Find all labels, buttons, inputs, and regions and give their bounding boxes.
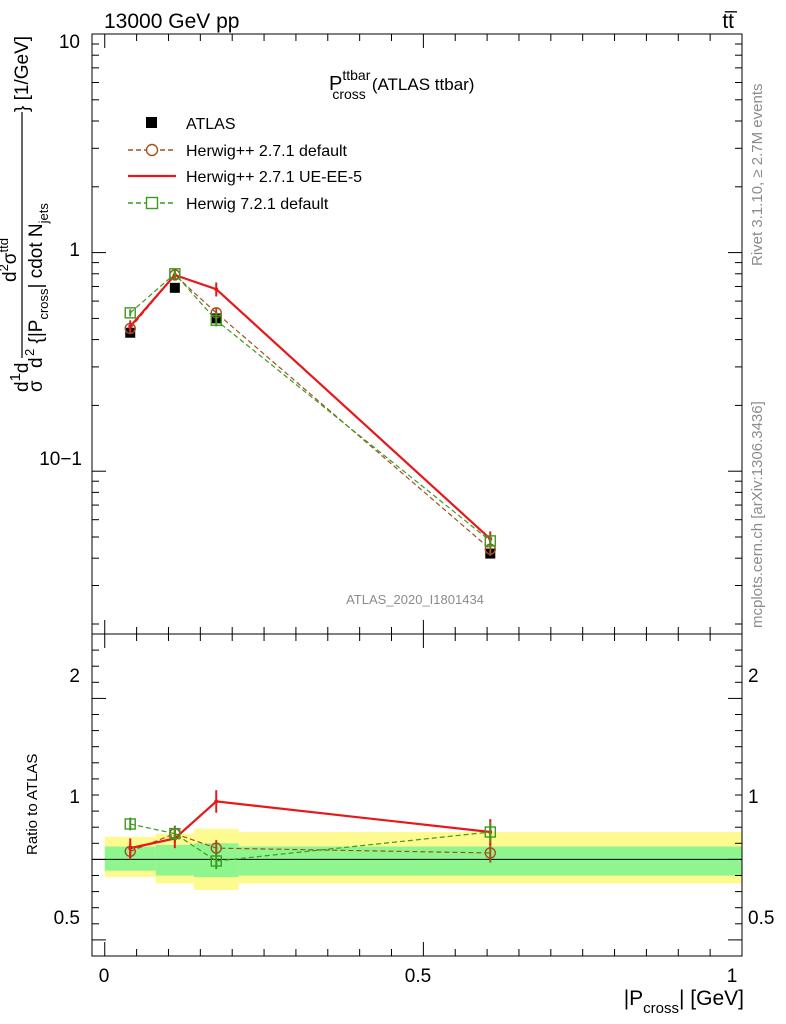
main-panel: Pttbar cross (ATLAS ttbar) ATLAS Herwig++ … <box>0 32 743 635</box>
main-series-lines <box>129 272 492 550</box>
svg-text:σ: σ <box>26 380 47 392</box>
ratio-frame <box>91 633 743 957</box>
ratio-series-line-2 <box>130 823 491 862</box>
ueee5-point <box>128 324 133 329</box>
legend-atlas-marker <box>146 117 157 128</box>
ratio-ytick-right-2: 2 <box>748 666 759 687</box>
ratio-ytick-right-1: 1 <box>748 787 759 808</box>
inner-band <box>155 844 194 876</box>
legend-ueee5-label: Herwig++ 2.7.1 UE-EE-5 <box>186 169 362 186</box>
ratio-ytick-label-0p5: 0.5 <box>54 908 80 929</box>
title-sub: cross <box>332 86 365 102</box>
atlas-data-point <box>169 282 180 293</box>
energy-label: 13000 GeV pp <box>104 10 239 33</box>
herwig7-point <box>210 314 222 327</box>
ratio-series-lines <box>130 800 491 862</box>
xlabel: |Pcross| [GeV] <box>624 987 744 1017</box>
xtick-label-1: 1 <box>727 966 738 987</box>
ratio-ueee5-point <box>214 799 219 804</box>
xlabel-pre: |P <box>624 987 643 1010</box>
ratio-herwig-default-point <box>484 847 496 859</box>
ratio-ytick-label-1: 1 <box>69 787 80 808</box>
ratio-series-line-1 <box>130 800 491 850</box>
main-series-line-2 <box>129 273 492 540</box>
ratio-ylabel: Ratio to ATLAS <box>24 754 41 855</box>
ratio-herwig7-point <box>169 827 181 840</box>
legend-herwig7-label: Herwig 7.2.1 default <box>186 196 329 213</box>
analysis-label: ATLAS_2020_I1801434 <box>346 592 484 607</box>
main-axis-ticks <box>92 33 743 634</box>
process-label: tt̅ <box>722 10 738 33</box>
xlabel-sub: cross <box>643 1000 679 1017</box>
ratio-series-marks <box>124 790 496 870</box>
ratio-ytick-label-2: 2 <box>69 666 80 687</box>
ratio-panel: 2 1 0.5 2 1 0.5 0 0.5 1 Ratio to ATLAS |… <box>24 633 774 1017</box>
mcplots-label: mcplots.cern.ch [arXiv:1306.3436] <box>749 401 766 628</box>
ratio-herwig7-point <box>210 855 222 867</box>
legend-atlas-label: ATLAS <box>186 116 236 133</box>
main-series-marks <box>124 268 496 559</box>
ylabel-unit: } [1/GeV] <box>12 36 33 112</box>
ratio-ytick-right-0p5: 0.5 <box>748 908 774 929</box>
ratio-herwig7-point <box>484 826 496 838</box>
main-series-line-3 <box>129 272 491 542</box>
main-title: Pttbar cross (ATLAS ttbar) <box>329 67 474 102</box>
herwig7-point <box>484 535 496 547</box>
rivet-label: Rivet 3.1.10, ≥ 2.7M events <box>749 84 766 267</box>
legend-herwig-default-marker <box>145 143 159 157</box>
title-rest: (ATLAS ttbar) <box>372 75 475 94</box>
ratio-uncertainty-bands <box>104 828 742 890</box>
svg-text:d2σttd: d2σttd <box>0 238 21 282</box>
title-main: P <box>329 73 342 95</box>
main-ylabel: d1d σ d 2 {|Pcross| cdot Njets d2σttd } … <box>0 36 51 392</box>
xtick-label-0p5: 0.5 <box>405 966 431 987</box>
main-series-line-1 <box>129 274 491 550</box>
svg-text:d: d <box>26 357 47 368</box>
legend-herwig7-marker <box>145 196 159 210</box>
ratio-herwig7-point <box>124 818 136 830</box>
xtick-label-0: 0 <box>99 966 110 987</box>
ytick-label-10: 10 <box>59 32 80 53</box>
herwig7-point <box>169 268 181 280</box>
ratio-series-line-0 <box>130 832 491 854</box>
xlabel-post: | [GeV] <box>679 987 744 1010</box>
ratio-axis-ticks <box>92 634 743 956</box>
legend: ATLAS Herwig++ 2.7.1 default Herwig++ 2.… <box>128 116 362 213</box>
herwig7-point <box>124 307 136 319</box>
svg-text:d1d: d1d <box>7 363 33 393</box>
ytick-label-0p1: 10−1 <box>39 449 82 470</box>
ueee5-point <box>214 287 219 292</box>
svg-text:2 {|Pcross| cdot Njets: 2 {|Pcross| cdot Njets <box>22 203 51 356</box>
ytick-label-1: 1 <box>69 240 80 261</box>
legend-herwig-default-label: Herwig++ 2.7.1 default <box>186 143 348 160</box>
title-sup: ttbar <box>342 67 370 83</box>
ratio-ueee5-point <box>128 846 133 851</box>
